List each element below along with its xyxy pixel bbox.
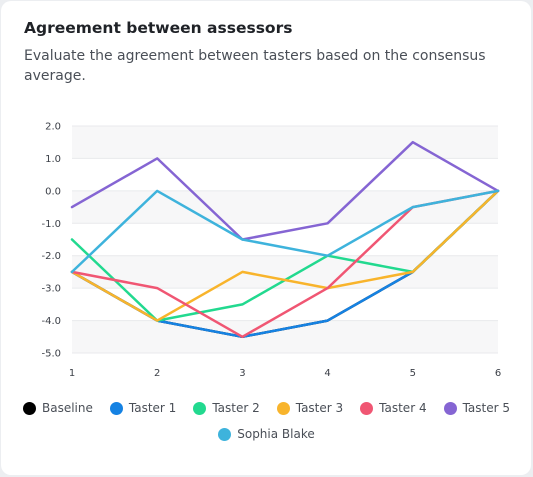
plot-band	[72, 320, 498, 353]
legend-dot-icon	[193, 401, 207, 415]
y-axis: 2.0 1.0 0.0 -1.0 -2.0 -3.0 -4.0 -5.0	[41, 122, 61, 360]
legend-dot-icon	[360, 401, 374, 415]
grid-lines	[72, 125, 498, 354]
legend-item-taster-2[interactable]: Taster 2	[193, 401, 260, 415]
y-tick-label: -5.0	[41, 349, 61, 360]
y-tick-label: -3.0	[41, 284, 61, 295]
legend-row: Sophia Blake	[0, 423, 533, 445]
x-tick-label: 3	[239, 368, 245, 379]
legend-item-sophia-blake[interactable]: Sophia Blake	[218, 427, 315, 441]
legend-dot-icon	[276, 401, 290, 415]
legend-label: Baseline	[42, 401, 93, 415]
series-line-taster-3	[70, 189, 500, 322]
legend-label: Sophia Blake	[237, 427, 315, 441]
plot-band	[72, 255, 498, 289]
legend-dot-icon	[23, 401, 36, 415]
legend-item-taster-1[interactable]: Taster 1	[109, 401, 177, 415]
x-tick-label: 5	[410, 368, 416, 379]
y-tick-label: -4.0	[41, 316, 61, 327]
y-tick-label: 0.0	[45, 186, 61, 197]
legend-item-taster-5[interactable]: Taster 5	[443, 401, 510, 415]
legend-item-taster-4[interactable]: Taster 4	[360, 401, 427, 415]
legend-item-taster-3[interactable]: Taster 3	[276, 401, 344, 415]
plot-bands	[72, 126, 498, 353]
legend-dot-icon	[109, 401, 123, 415]
x-tick-label: 1	[69, 368, 75, 379]
legend-label: Taster 4	[379, 401, 427, 415]
y-tick-label: -2.0	[41, 251, 61, 262]
legend-item-baseline[interactable]: Baseline	[23, 401, 93, 415]
y-tick-label: 2.0	[45, 122, 61, 133]
y-tick-label: -1.0	[41, 219, 61, 230]
x-tick-label: 6	[495, 368, 501, 379]
x-tick-label: 2	[154, 368, 160, 379]
card-title: Agreement between assessors	[24, 19, 293, 37]
y-tick-label: 1.0	[45, 154, 61, 165]
plot-band	[72, 126, 498, 159]
card-subtitle: Evaluate the agreement between tasters b…	[24, 48, 486, 84]
legend-label: Taster 3	[295, 401, 344, 415]
legend-label: Taster 5	[462, 401, 510, 415]
series-line-taster-5	[70, 140, 500, 241]
legend-dot-icon	[443, 401, 457, 415]
plot-band	[72, 190, 498, 224]
series-lines	[70, 140, 500, 339]
series-line-sophia-blake	[70, 189, 500, 274]
legend-label: Taster 1	[128, 401, 177, 415]
x-axis: 1 2 3 4 5 6	[69, 368, 501, 379]
legend-row: Baseline Taster 1 Taster 2 Taster 3 Taster 4…	[0, 397, 533, 419]
legend: Baseline Taster 1 Taster 2 Taster 3 Taster 4…	[0, 397, 533, 449]
legend-dot-icon	[218, 427, 232, 441]
x-tick-label: 4	[324, 368, 330, 379]
legend-label: Taster 2	[212, 401, 260, 415]
